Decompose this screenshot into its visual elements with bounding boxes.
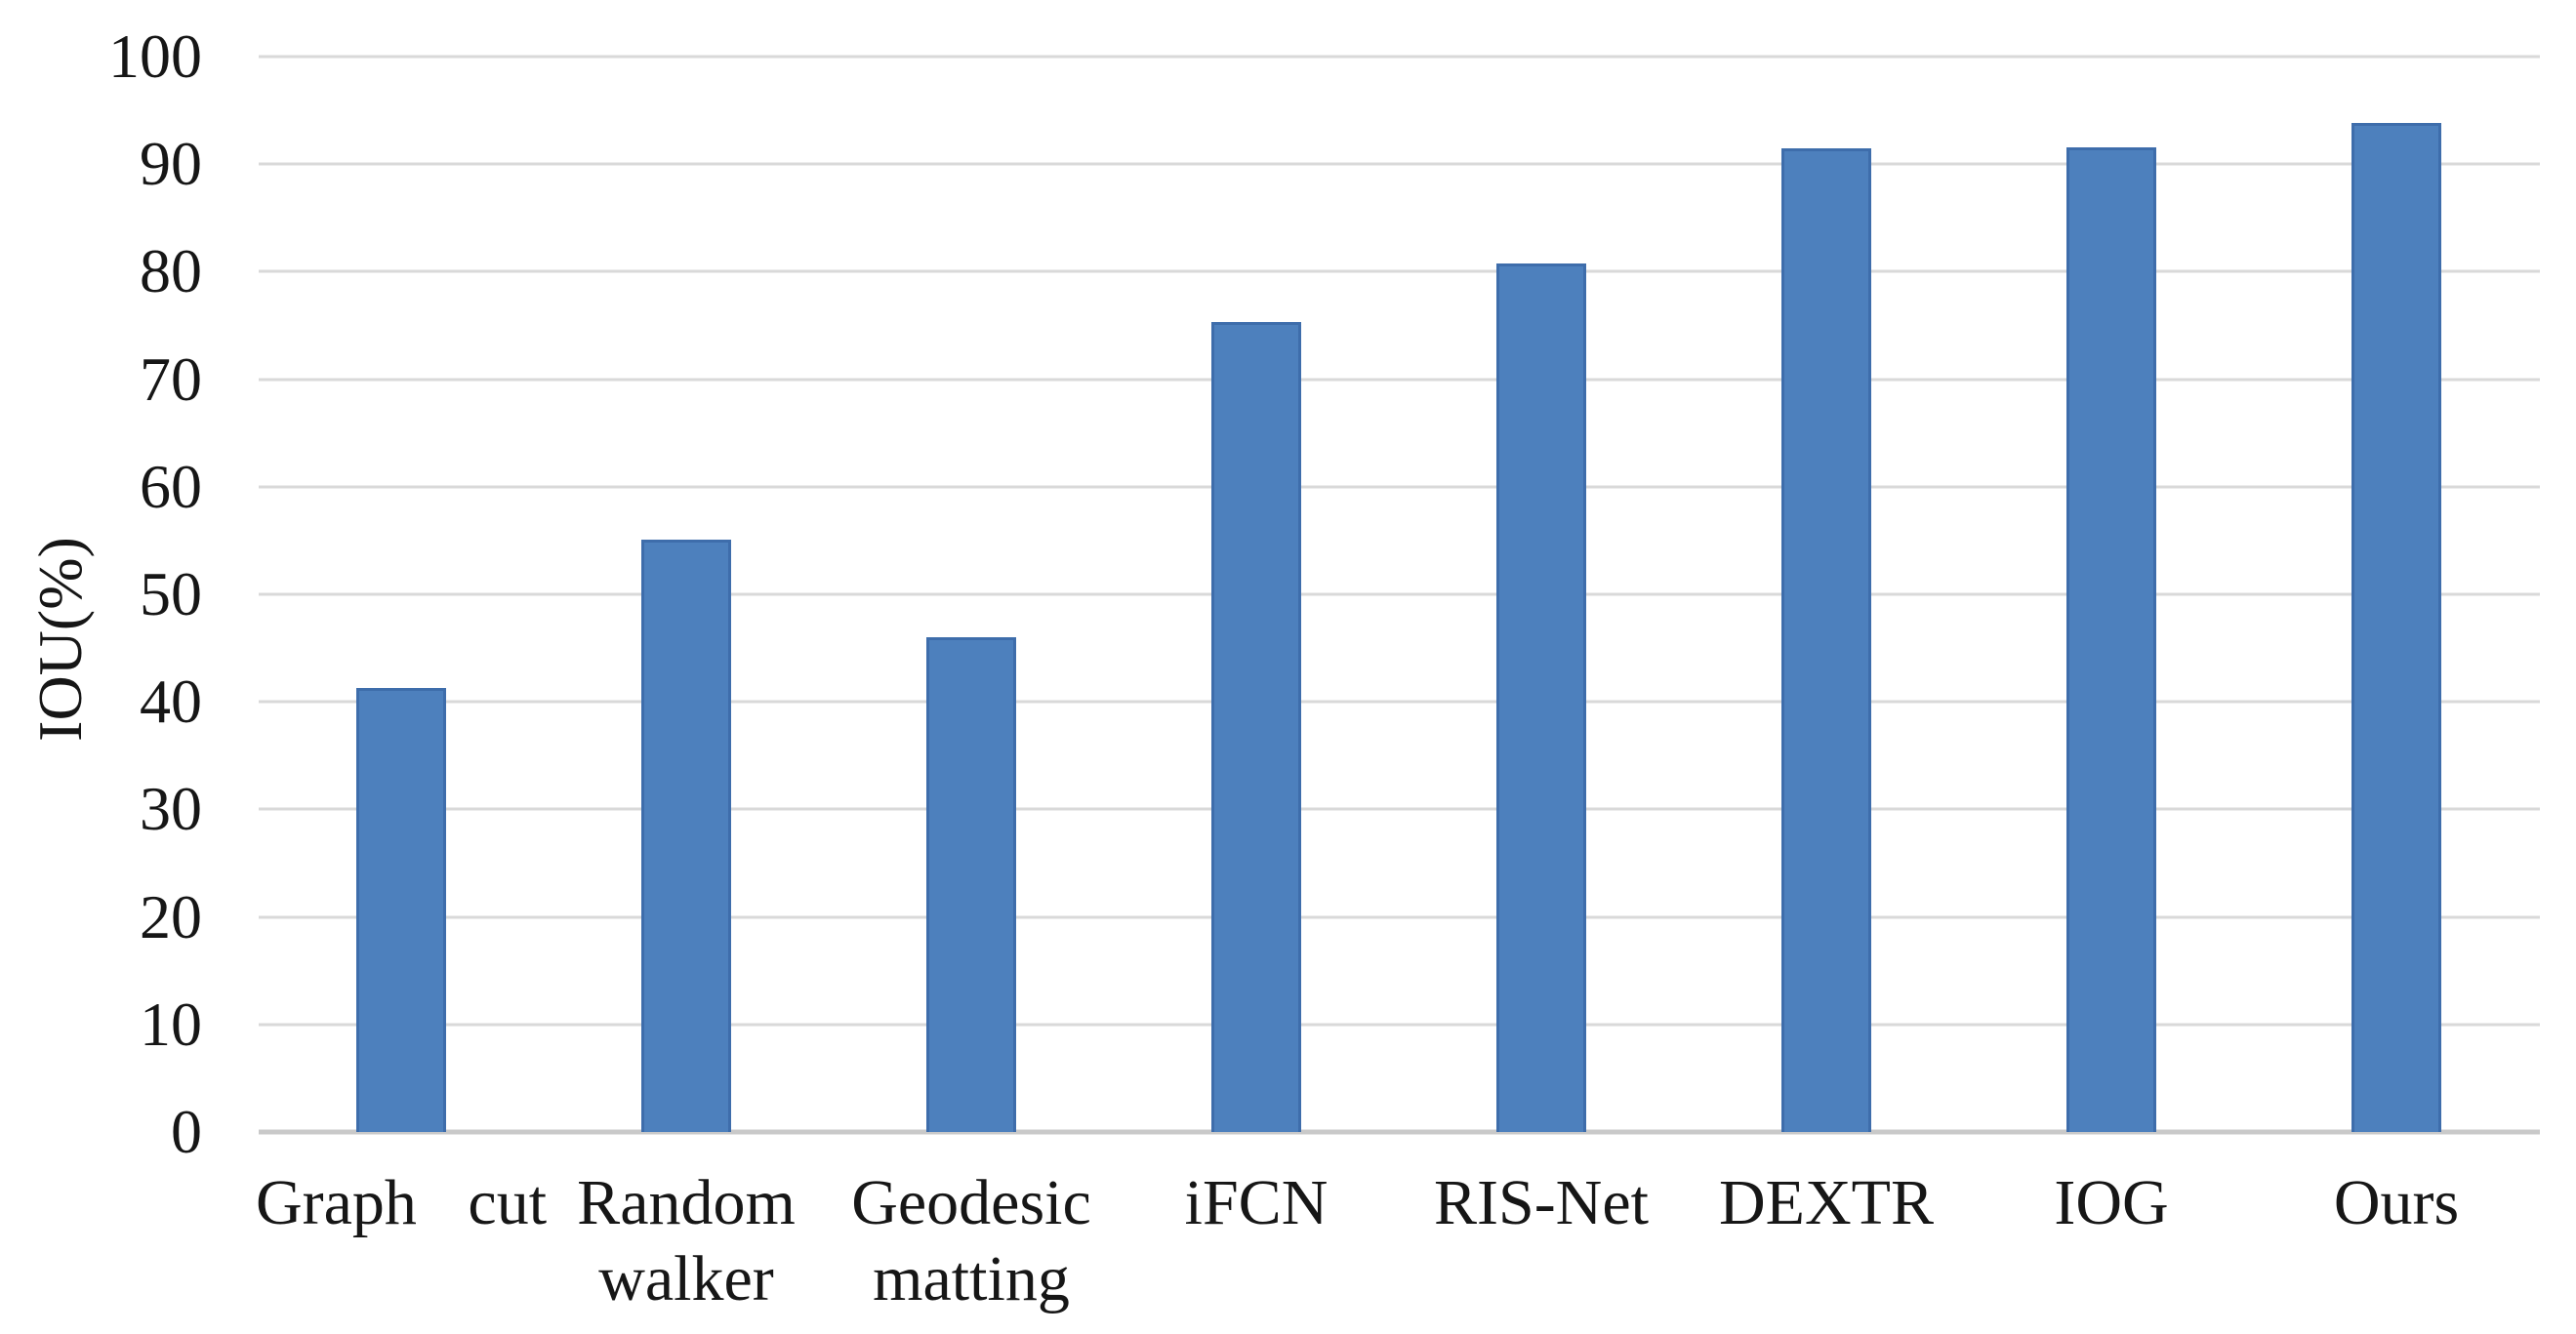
gridline-60 (259, 485, 2540, 489)
gridline-40 (259, 700, 2540, 704)
x-label-random-walker: Random walker (577, 1167, 796, 1314)
gridline-10 (259, 1023, 2540, 1027)
x-label-ifcn: iFCN (1184, 1167, 1329, 1238)
y-tick-label-100: 100 (108, 21, 202, 91)
y-tick-label-60: 60 (140, 451, 202, 521)
gridline-90 (259, 162, 2540, 166)
gridline-30 (259, 807, 2540, 811)
x-label-geodesic-matting: Geodesic matting (851, 1167, 1091, 1314)
gridline-80 (259, 269, 2540, 273)
y-tick-label-90: 90 (140, 129, 202, 199)
bar-geodesic-matting (926, 637, 1016, 1132)
x-label-ris-net: RIS-Net (1434, 1167, 1649, 1238)
y-tick-label-70: 70 (140, 344, 202, 414)
x-axis-line (259, 1129, 2540, 1135)
bar-ifcn (1211, 322, 1301, 1132)
x-label-ours: Ours (2333, 1167, 2460, 1238)
bar-ours (2351, 123, 2441, 1132)
bar-dextr (1781, 147, 1871, 1132)
gridline-50 (259, 592, 2540, 596)
x-label-graph-cut: Graph cut (255, 1167, 548, 1238)
gridline-100 (259, 55, 2540, 59)
y-tick-label-80: 80 (140, 236, 202, 306)
y-tick-label-0: 0 (171, 1097, 202, 1166)
y-tick-label-50: 50 (140, 559, 202, 628)
bar-iog (2066, 146, 2156, 1132)
y-tick-label-40: 40 (140, 667, 202, 737)
gridline-20 (259, 915, 2540, 919)
y-tick-label-30: 30 (140, 774, 202, 844)
y-tick-label-20: 20 (140, 881, 202, 951)
x-label-dextr: DEXTR (1719, 1167, 1934, 1238)
x-label-iog: IOG (2054, 1167, 2169, 1238)
gridline-70 (259, 378, 2540, 382)
bar-ris-net (1496, 263, 1586, 1132)
y-tick-label-10: 10 (140, 989, 202, 1059)
bar-graph-cut (356, 687, 446, 1132)
bar-random-walker (641, 539, 731, 1132)
